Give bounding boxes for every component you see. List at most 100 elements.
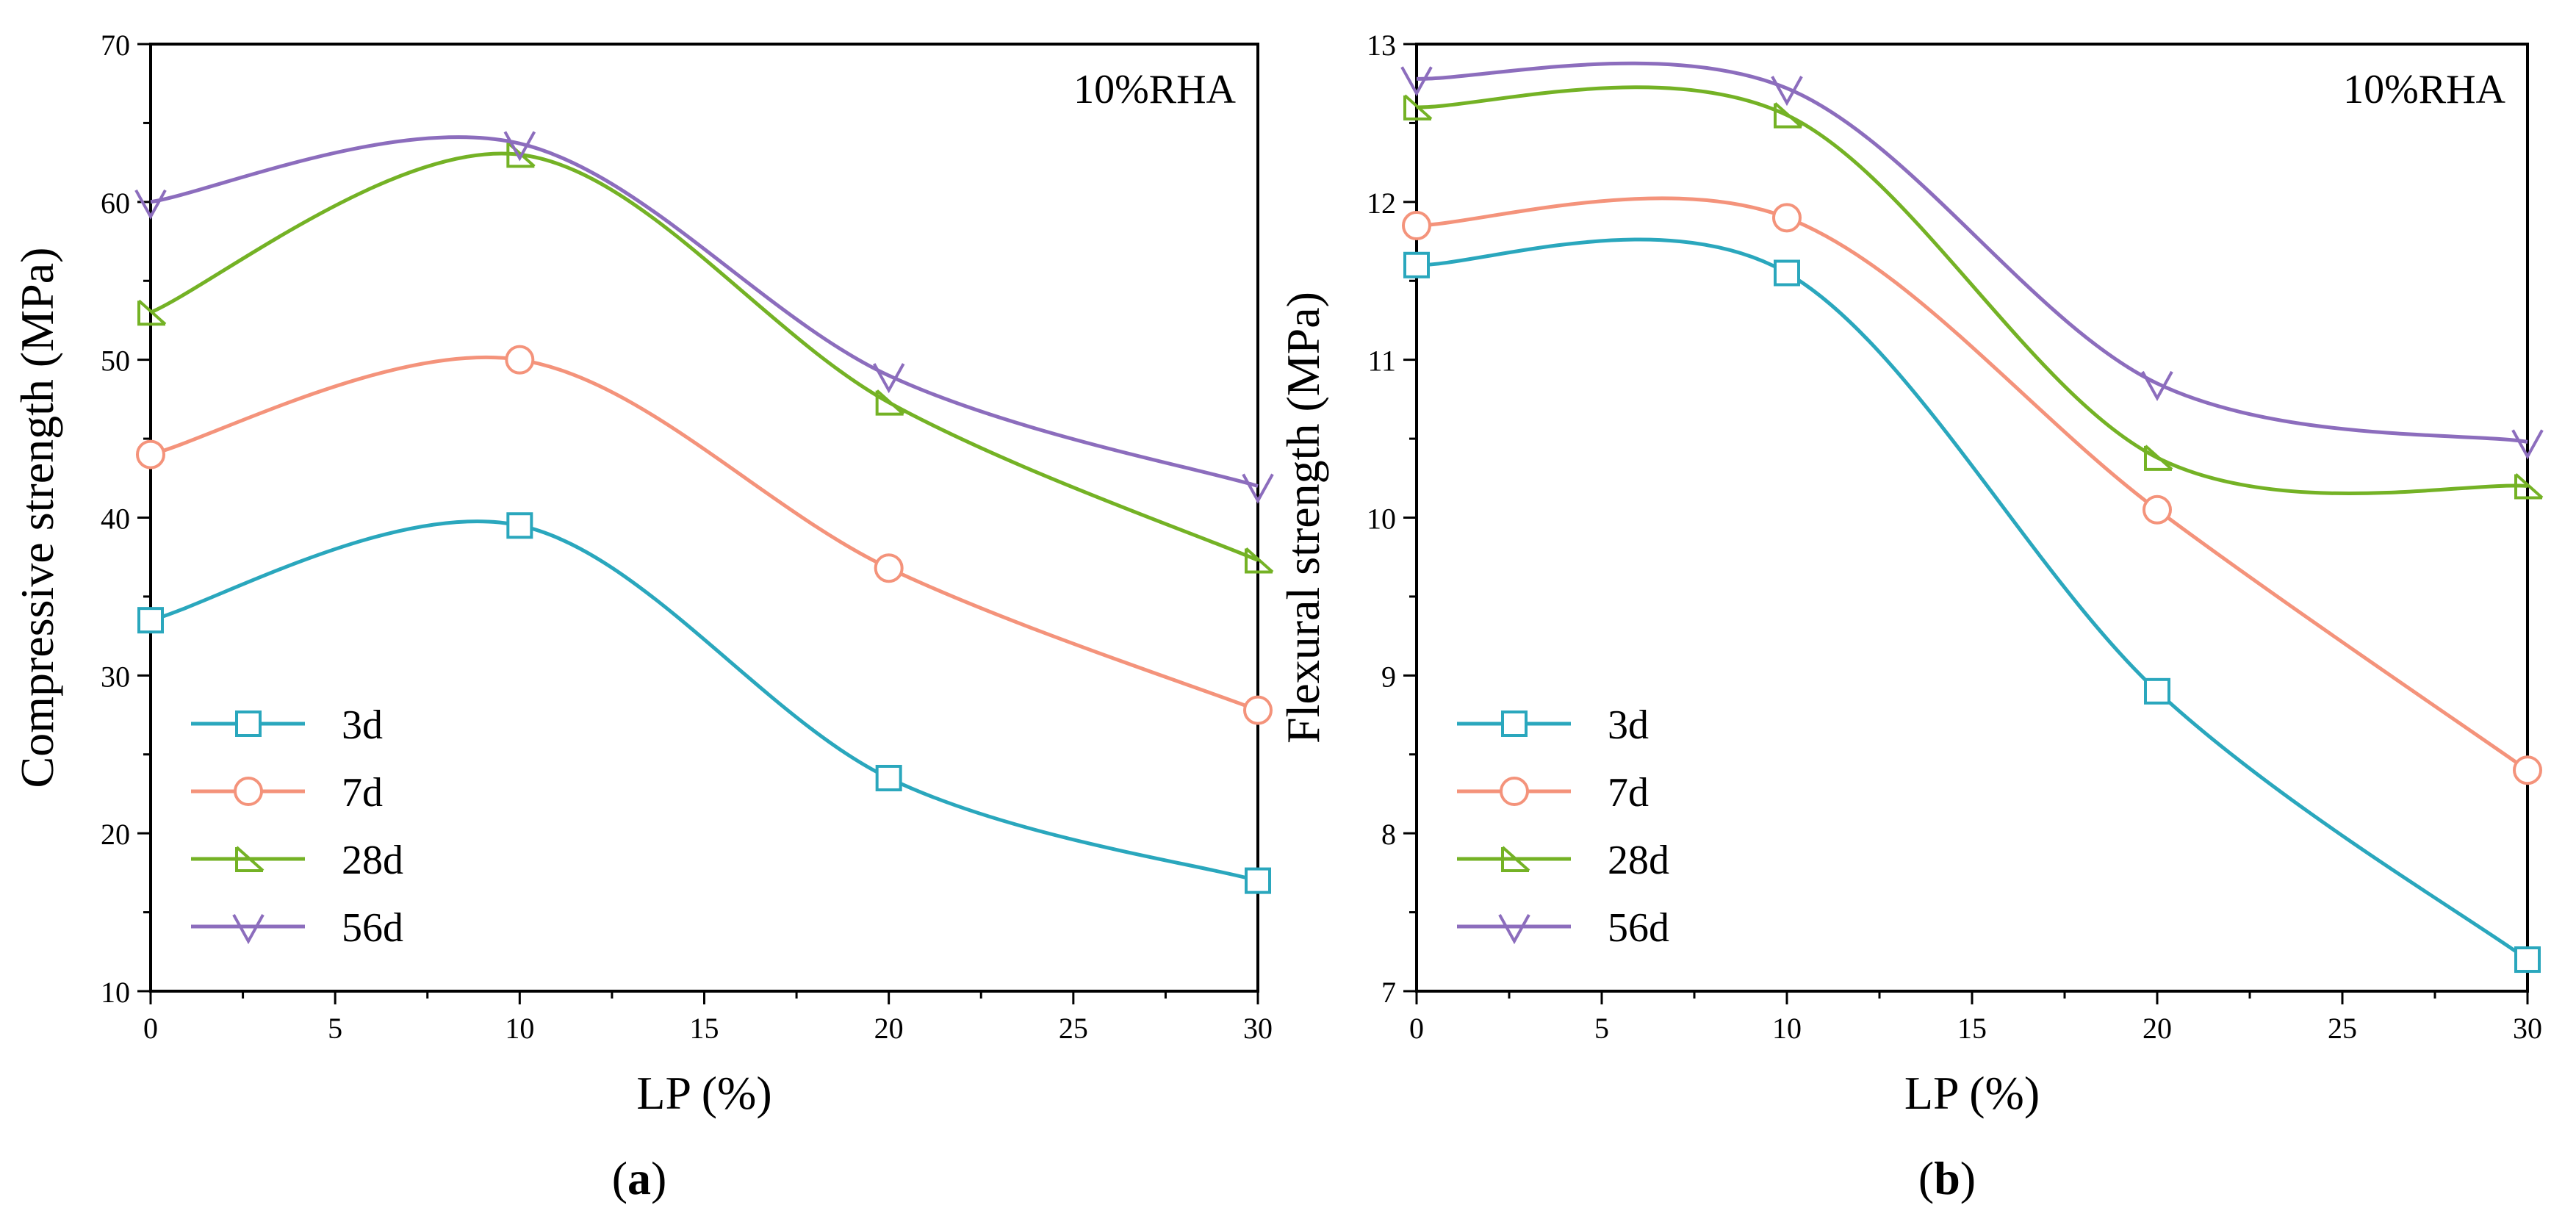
data-point-7d [1402,211,1431,241]
y-tick-label: 8 [1381,818,1396,851]
legend-label: 56d [342,905,403,951]
panel-caption: (b) [1918,1152,1976,1204]
legend-item-28d: 28d [191,838,403,883]
data-point-3d [875,764,902,791]
y-tick-label: 70 [101,29,130,62]
series-line-56d [1416,61,2528,444]
data-point-3d [506,512,533,539]
data-point-28d [1403,94,1433,120]
x-tick-label: 10 [505,1012,534,1045]
x-tick-label: 25 [1059,1012,1088,1045]
legend-label: 7d [1608,770,1649,816]
data-point-56d [2141,370,2173,402]
legend-marker [235,846,265,872]
x-tick-label: 20 [874,1012,904,1045]
data-point-28d [2514,473,2544,500]
y-tick-label: 20 [101,818,130,851]
data-point-7d [2513,755,2542,785]
legend-item-7d: 7d [1457,770,1649,816]
y-tick-label: 10 [1367,503,1396,536]
data-point-28d [2144,445,2173,471]
legend-item-56d: 56d [1457,905,1669,951]
data-point-56d [872,363,905,394]
y-axis-title: Flexural strength (MPa) [1277,292,1329,744]
legend-label: 28d [342,838,403,883]
series-56d [1400,61,2544,460]
x-axis-title: LP (%) [1904,1067,2040,1119]
series-line-28d [150,151,1259,562]
y-tick-label: 40 [101,503,130,536]
data-point-56d [1771,76,1803,107]
x-tick-label: 25 [2328,1012,2357,1045]
plot-frame [149,43,1259,993]
data-point-3d [1774,259,1800,287]
legend-marker [1501,710,1528,737]
series-line-7d [150,355,1259,712]
y-tick-label: 7 [1381,976,1396,1009]
x-tick-label: 5 [328,1012,342,1045]
legend-label: 7d [342,770,383,816]
y-tick-label: 13 [1367,29,1396,62]
chart-panel-a: 0 5 10 15 20 25 30 10 20 30 40 50 60 70 LP (%) Compress… [11,29,1274,1204]
legend-marker [235,710,262,737]
legend-marker [232,914,265,945]
series-7d [136,345,1273,725]
data-point-3d [2514,946,2541,974]
data-point-7d [874,553,904,583]
data-point-56d [1400,66,1433,97]
data-point-3d [2144,677,2170,705]
x-tick-label: 0 [143,1012,158,1045]
data-point-7d [505,345,535,375]
data-point-28d [875,389,904,416]
y-tick-label: 12 [1367,187,1396,220]
panel-caption: (a) [612,1152,667,1204]
y-tick-label: 60 [101,187,130,220]
data-point-7d [1243,695,1273,725]
x-tick-label: 15 [690,1012,719,1045]
data-point-56d [1242,473,1274,504]
data-point-7d [136,439,165,470]
data-point-7d [2143,494,2172,525]
series-line-56d [150,135,1259,488]
x-axis-title: LP (%) [636,1067,771,1119]
legend-label: 56d [1608,905,1669,951]
x-tick-label: 15 [1957,1012,1987,1045]
series-28d [1403,85,2544,500]
data-point-28d [1245,547,1274,574]
x-tick-label: 20 [2143,1012,2172,1045]
legend-label: 3d [342,702,383,748]
x-tick-label: 30 [2513,1012,2542,1045]
data-point-28d [1774,102,1803,129]
annotation-label: 10%RHA [2343,67,2505,112]
legend-marker [1501,846,1530,872]
legend-item-7d: 7d [191,770,383,816]
series-7d [1402,196,2542,785]
data-point-3d [137,607,164,634]
data-point-7d [1772,203,1802,233]
legend-label: 28d [1608,838,1669,883]
series-28d [137,141,1274,574]
y-tick-label: 50 [101,345,130,378]
series-3d [137,512,1271,894]
series-56d [134,131,1274,504]
legend-marker [1498,914,1530,945]
series-line-7d [1416,196,2529,772]
annotation-label: 10%RHA [1073,67,1236,112]
series-line-3d [150,519,1259,883]
y-tick-label: 9 [1381,660,1396,693]
legend-item-28d: 28d [1457,838,1669,883]
legend-label: 3d [1608,702,1649,748]
series-line-3d [1416,237,2529,962]
legend-marker [1500,777,1529,806]
data-point-56d [2511,429,2544,460]
data-point-56d [134,189,167,220]
y-tick-label: 10 [101,976,130,1009]
x-tick-label: 10 [1772,1012,1802,1045]
legend-item-3d: 3d [191,702,383,748]
y-axis-title: Compressive strength (MPa) [11,248,63,788]
data-point-3d [1245,867,1271,894]
y-tick-label: 11 [1367,345,1396,378]
x-tick-label: 30 [1243,1012,1273,1045]
y-tick-label: 30 [101,660,130,693]
